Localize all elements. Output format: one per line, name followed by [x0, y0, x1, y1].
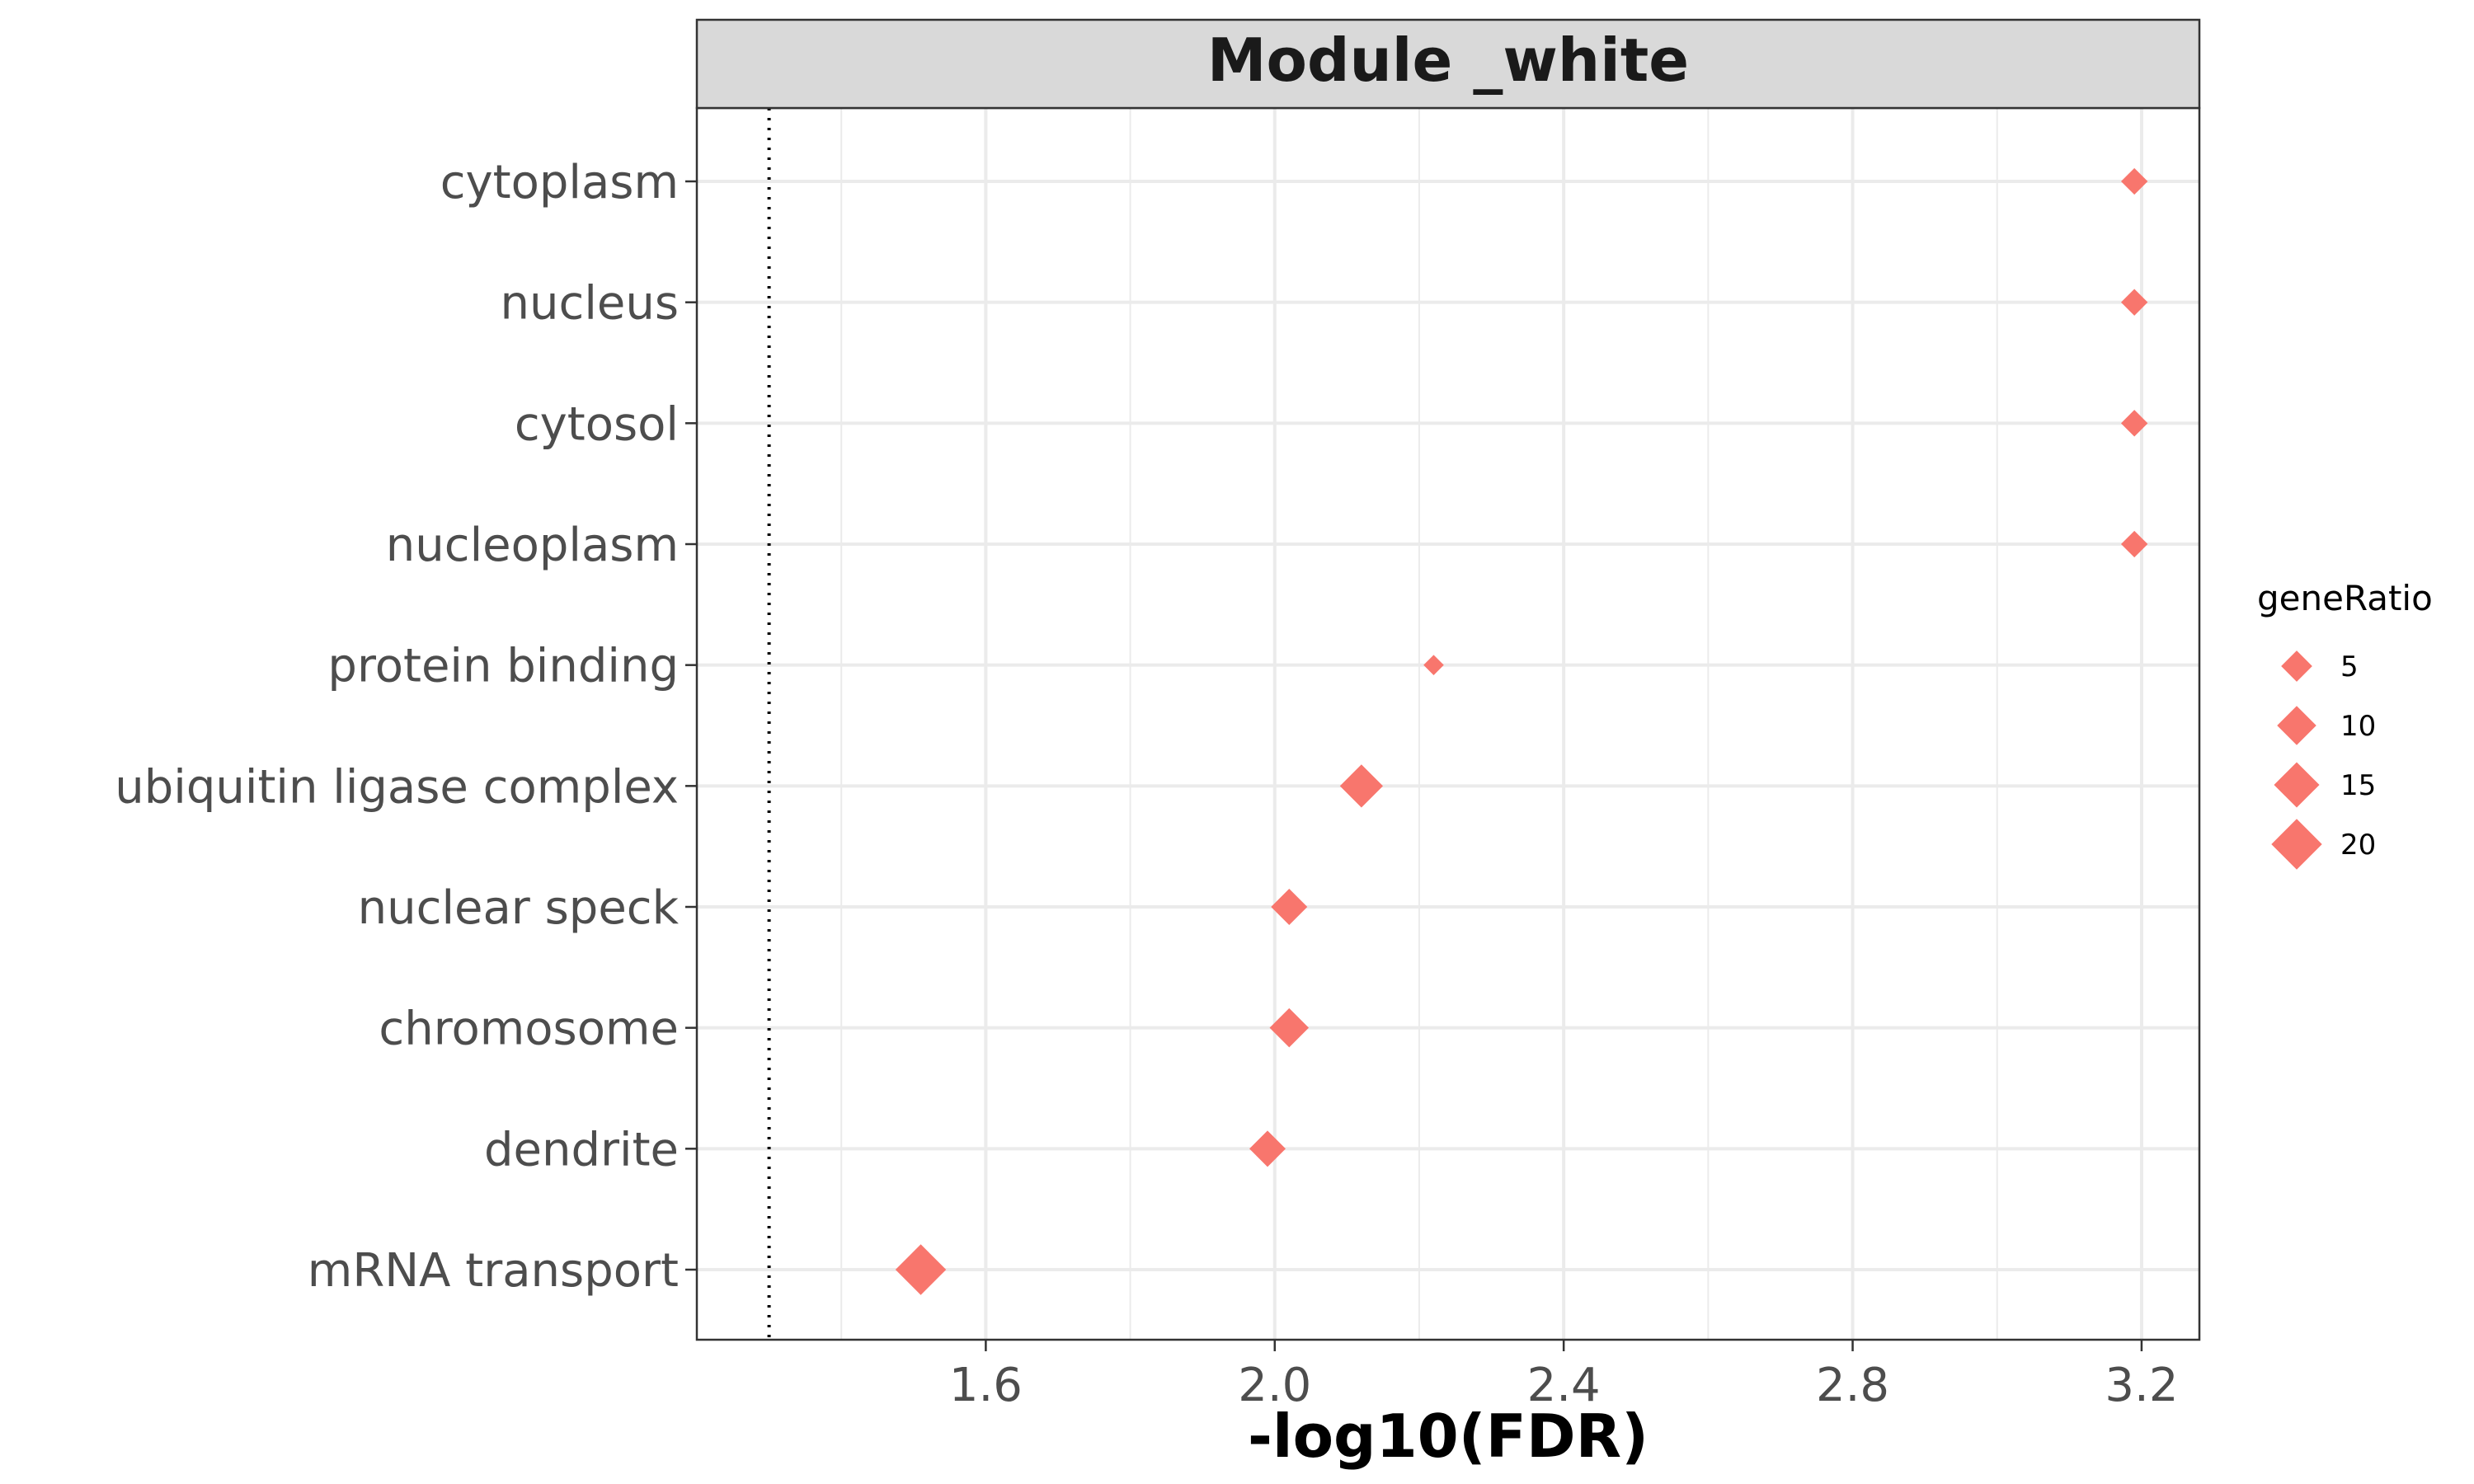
data-point [1339, 764, 1383, 808]
plot-panel [697, 108, 2199, 1340]
y-tick-label: cytoplasm [440, 156, 679, 209]
strip-header [695, 18, 2201, 110]
strip-title: Module _white [1207, 26, 1689, 95]
data-point [1269, 1007, 1310, 1048]
x-tick-label: 1.6 [949, 1359, 1023, 1412]
y-tick-label: chromosome [379, 1003, 679, 1056]
y-tick-label: protein binding [327, 640, 679, 693]
x-axis-title: -log10(FDR) [1248, 1402, 1649, 1471]
legend: geneRatio 5 10 15 20 [2257, 578, 2433, 870]
y-tick-label: ubiquitin ligase complex [115, 760, 679, 814]
y-tick-label: nucleus [501, 277, 679, 331]
data-point [2120, 530, 2148, 558]
minor-gridlines [840, 108, 1998, 1340]
y-tick-label: nucleoplasm [386, 519, 679, 572]
legend-label: 10 [2340, 710, 2376, 743]
data-points [895, 167, 2148, 1295]
legend-label: 5 [2340, 650, 2359, 683]
legend-key [2271, 819, 2322, 870]
y-tick-label: cytosol [515, 397, 679, 451]
data-point [2120, 289, 2148, 316]
legend-label: 20 [2340, 829, 2376, 862]
x-tick-label: 3.2 [2105, 1359, 2178, 1412]
data-point [1423, 655, 1444, 675]
legend-key [2274, 762, 2320, 808]
y-tick-label: nuclear speck [358, 881, 680, 935]
x-tick-label: 2.0 [1238, 1359, 1311, 1412]
major-gridlines [697, 108, 2199, 1340]
x-tick-label: 2.4 [1527, 1359, 1601, 1412]
x-axis: 1.6 2.0 2.4 2.8 3.2 [949, 1340, 2178, 1412]
legend-key [2277, 706, 2316, 745]
y-tick-label: mRNA transport [308, 1244, 679, 1298]
legend-title: geneRatio [2257, 578, 2433, 618]
data-point [1249, 1130, 1286, 1167]
data-point [1271, 889, 1308, 925]
data-point [2120, 167, 2148, 195]
y-tick-label: dendrite [484, 1123, 679, 1176]
legend-label: 15 [2340, 769, 2376, 802]
y-axis: cytoplasm nucleus cytosol nucleoplasm protei… [115, 156, 697, 1298]
x-tick-label: 2.8 [1816, 1359, 1889, 1412]
data-point [2120, 410, 2148, 437]
data-point [895, 1244, 947, 1295]
legend-key [2281, 650, 2312, 682]
